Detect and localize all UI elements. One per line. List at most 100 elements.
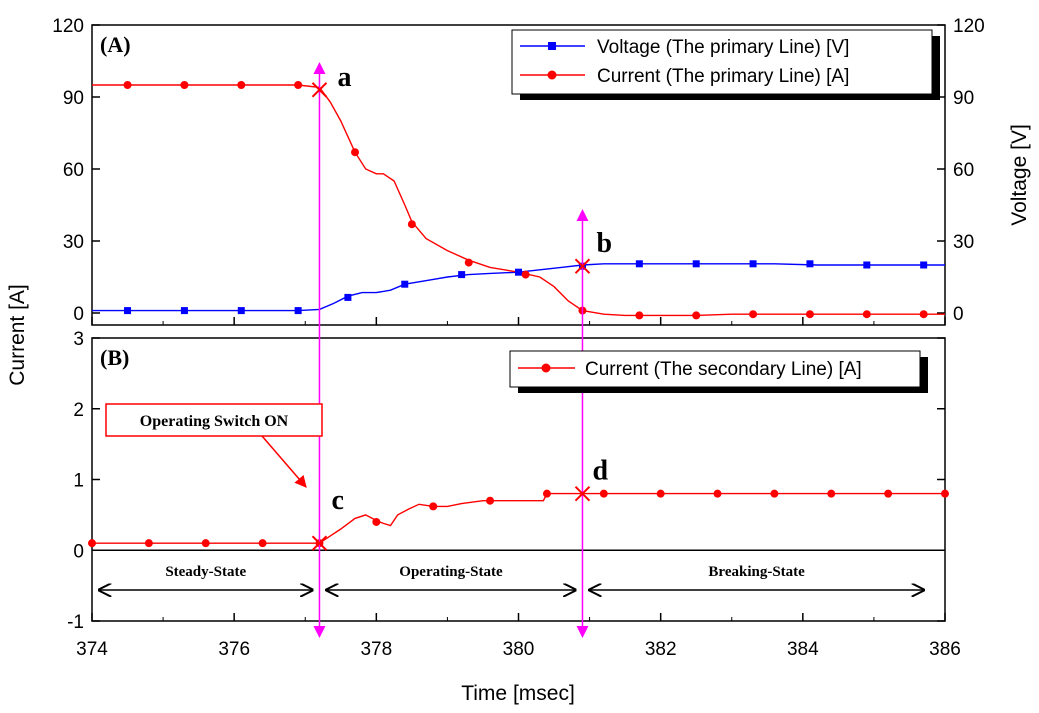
current-secondary-series-point (429, 502, 438, 511)
voltage-series-point (515, 268, 522, 276)
series-layer (92, 84, 945, 544)
annotation-d: d (592, 456, 608, 487)
voltage-series-point (806, 260, 814, 268)
y-axis-title-right: Voltage [V] (1008, 124, 1031, 226)
current-primary-series-point (692, 311, 701, 320)
y2-tick-label-a: 90 (953, 88, 974, 109)
voltage-series-point (124, 307, 132, 315)
current-secondary-series-line (92, 492, 945, 544)
current-primary-series-point (635, 311, 644, 320)
current-secondary-series-point (827, 489, 836, 498)
current-secondary-series-point (599, 489, 608, 498)
current-secondary-series-point (941, 489, 949, 498)
y-tick-label-a: 120 (52, 16, 84, 37)
state-label-0: Steady-State (165, 564, 246, 580)
voltage-series-point (344, 293, 352, 301)
marker-layer (88, 81, 949, 548)
state-label-1: Operating-State (399, 564, 503, 580)
x-tick-label: 386 (929, 639, 961, 660)
ticks-layer: 374 376 378 380 382 384 3860306090120030609012… (52, 16, 984, 660)
x-tick-label: 376 (218, 639, 250, 660)
legend-b-box (509, 350, 921, 388)
x-axis-title: Time [msec] (461, 682, 575, 705)
callout-switch-on: Operating Switch ON (105, 403, 323, 437)
current-secondary-series-point (770, 489, 779, 498)
callout-box (105, 403, 323, 437)
legend-a-voltage-marker (548, 42, 556, 50)
current-primary-series-point (862, 310, 871, 319)
x-tick-label: 378 (360, 639, 392, 660)
voltage-series-point (692, 260, 700, 268)
annotation-layer: a b c d Steady-State Operating-State Breaking-… (99, 62, 924, 638)
y-tick-label-a: 90 (63, 88, 84, 109)
annotation-b: b (596, 228, 612, 259)
y2-tick-label-a: 120 (953, 16, 985, 37)
y-tick-label-b: 3 (73, 329, 84, 350)
cross-c (311, 535, 328, 551)
current-secondary-series-point (542, 489, 551, 498)
cross-d (574, 485, 591, 502)
grid-layer (92, 549, 945, 551)
y-axis-title-left: Current [A] (6, 284, 29, 386)
voltage-series-point (635, 260, 643, 268)
voltage-series-point (863, 261, 871, 269)
annotation-a: a (337, 62, 351, 93)
current-primary-series-point (237, 81, 246, 89)
current-secondary-series-point (486, 496, 495, 505)
current-primary-series-point (464, 258, 473, 267)
current-primary-series-point (749, 310, 758, 319)
legend-a-voltage-label: Voltage (The primary Line) [V] (597, 37, 849, 58)
y-tick-label-a: 60 (63, 160, 84, 181)
state-label-2: Breaking-State (708, 564, 805, 580)
current-secondary-series-point (372, 517, 381, 526)
current-primary-series-line (92, 84, 945, 317)
current-secondary-series-point (88, 539, 96, 548)
current-secondary-series-point (884, 489, 893, 498)
current-primary-series-point (351, 148, 360, 157)
voltage-series-point (749, 260, 757, 268)
voltage-series-point (294, 307, 302, 315)
callout-arrow (261, 435, 307, 488)
x-tick-label: 382 (645, 639, 677, 660)
legend-panel-b: Current (The secondary Line) [A] (509, 350, 928, 393)
y-tick-label-a: 30 (63, 232, 84, 253)
callout-text: Operating Switch ON (140, 413, 289, 430)
voltage-series-point (920, 261, 928, 269)
voltage-series-point (237, 307, 245, 315)
x-tick-label: 384 (787, 639, 819, 660)
y2-tick-label-a: 60 (953, 160, 974, 181)
current-primary-series-point (123, 81, 132, 89)
legend-a-box (511, 29, 933, 95)
panel-a-label: (A) (100, 32, 131, 57)
voltage-series-point (180, 307, 188, 315)
y2-tick-label-a: 30 (953, 232, 974, 253)
current-primary-series-point (919, 310, 928, 319)
cross-b (574, 258, 591, 274)
current-secondary-series-point (144, 539, 153, 548)
y-tick-label-b: 1 (73, 471, 84, 492)
current-secondary-series-point (258, 539, 267, 548)
voltage-series-point (458, 271, 466, 279)
current-primary-series-point (180, 81, 189, 89)
x-tick-label: 374 (76, 639, 108, 660)
voltage-series-point (401, 280, 409, 288)
current-primary-series-point (294, 81, 303, 89)
y2-tick-label-a: 0 (953, 304, 964, 325)
y-tick-label-a: 0 (73, 304, 84, 325)
current-secondary-series-point (713, 489, 722, 498)
current-primary-series-point (407, 220, 416, 229)
y-tick-label-b: 2 (73, 400, 84, 421)
legend-b-current-label: Current (The secondary Line) [A] (585, 359, 862, 380)
x-tick-label: 380 (503, 639, 535, 660)
legend-a-current-marker (547, 70, 557, 80)
panel-b-label: (B) (100, 345, 129, 370)
current-primary-series-point (521, 270, 530, 279)
current-primary-series-point (805, 310, 814, 319)
current-secondary-series-point (201, 539, 210, 548)
cross-a (311, 82, 328, 98)
annotation-c: c (331, 485, 343, 516)
y-tick-label-b: 0 (73, 541, 84, 562)
legend-a-current-label: Current (The primary Line) [A] (597, 66, 849, 87)
y-tick-label-b: -1 (67, 612, 84, 633)
